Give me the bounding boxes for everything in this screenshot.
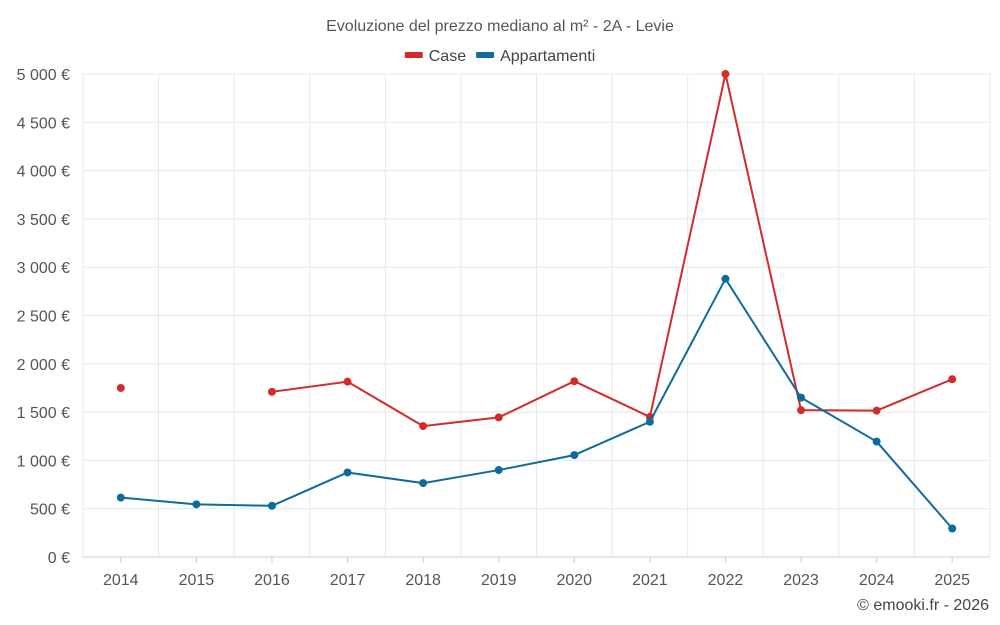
legend-label-case: Case xyxy=(429,48,466,65)
data-point-appartamenti[interactable] xyxy=(343,468,352,477)
legend[interactable]: Case Appartamenti xyxy=(404,48,596,65)
y-tick-label: 3 500 € xyxy=(17,212,70,229)
x-tick-label: 2019 xyxy=(481,572,517,589)
y-tick-label: 2 500 € xyxy=(17,309,70,326)
grid xyxy=(82,73,991,558)
data-point-appartamenti[interactable] xyxy=(116,493,125,502)
x-tick-label: 2024 xyxy=(859,572,895,589)
legend-swatch-case xyxy=(404,52,423,58)
series-group xyxy=(116,70,957,533)
x-tick-label: 2018 xyxy=(405,572,441,589)
x-tick-label: 2022 xyxy=(708,572,744,589)
data-point-case[interactable] xyxy=(797,406,806,415)
data-point-case[interactable] xyxy=(570,377,579,386)
series-case xyxy=(116,70,957,431)
legend-item-appartamenti[interactable]: Appartamenti xyxy=(476,48,595,65)
x-tick-label: 2021 xyxy=(632,572,668,589)
chart-title: Evoluzione del prezzo mediano al m² - 2A… xyxy=(326,18,674,35)
y-tick-label: 0 € xyxy=(48,550,70,567)
x-tick-label: 2016 xyxy=(254,572,290,589)
x-axis: 2014 2015 2016 2017 2018 2019 2020 2021 2022 2023… xyxy=(103,557,970,589)
y-tick-label: 1 000 € xyxy=(17,453,70,470)
data-point-case[interactable] xyxy=(419,422,428,431)
y-tick-label: 2 000 € xyxy=(17,357,70,374)
data-point-appartamenti[interactable] xyxy=(570,451,579,460)
y-tick-label: 3 000 € xyxy=(17,260,70,277)
series-appartamenti xyxy=(116,274,957,533)
data-point-case[interactable] xyxy=(494,413,503,422)
data-point-case[interactable] xyxy=(872,406,881,415)
credit-text: © emooki.fr - 2026 xyxy=(857,597,989,614)
y-tick-label: 4 000 € xyxy=(17,164,70,181)
data-point-case[interactable] xyxy=(721,70,730,78)
data-point-case[interactable] xyxy=(343,377,352,386)
data-point-appartamenti[interactable] xyxy=(948,524,957,533)
y-tick-label: 500 € xyxy=(30,502,70,519)
data-point-case[interactable] xyxy=(116,383,125,392)
data-point-appartamenti[interactable] xyxy=(267,501,276,510)
x-tick-label: 2014 xyxy=(103,572,139,589)
y-tick-label: 5 000 € xyxy=(17,67,70,84)
data-point-appartamenti[interactable] xyxy=(494,466,503,475)
data-point-case[interactable] xyxy=(948,375,957,384)
data-point-case[interactable] xyxy=(267,387,276,396)
x-tick-label: 2025 xyxy=(934,572,970,589)
legend-label-appartamenti: Appartamenti xyxy=(500,48,595,65)
data-point-appartamenti[interactable] xyxy=(419,479,428,488)
y-tick-label: 1 500 € xyxy=(17,405,70,422)
data-point-appartamenti[interactable] xyxy=(721,274,730,283)
legend-swatch-appartamenti xyxy=(476,52,495,58)
data-point-appartamenti[interactable] xyxy=(872,437,881,446)
x-tick-label: 2020 xyxy=(556,572,592,589)
y-tick-label: 4 500 € xyxy=(17,115,70,132)
series-line-case xyxy=(271,73,953,428)
data-point-appartamenti[interactable] xyxy=(192,500,201,509)
x-tick-label: 2017 xyxy=(330,572,366,589)
legend-item-case[interactable]: Case xyxy=(404,48,466,65)
data-point-appartamenti[interactable] xyxy=(645,417,654,426)
series-line-appartamenti xyxy=(120,277,953,530)
data-point-appartamenti[interactable] xyxy=(797,393,806,402)
x-tick-label: 2023 xyxy=(783,572,819,589)
y-axis: 0 € 500 € 1 000 € 1 500 € 2 000 € 2 500 € 3 00… xyxy=(17,67,70,567)
x-tick-label: 2015 xyxy=(179,572,215,589)
